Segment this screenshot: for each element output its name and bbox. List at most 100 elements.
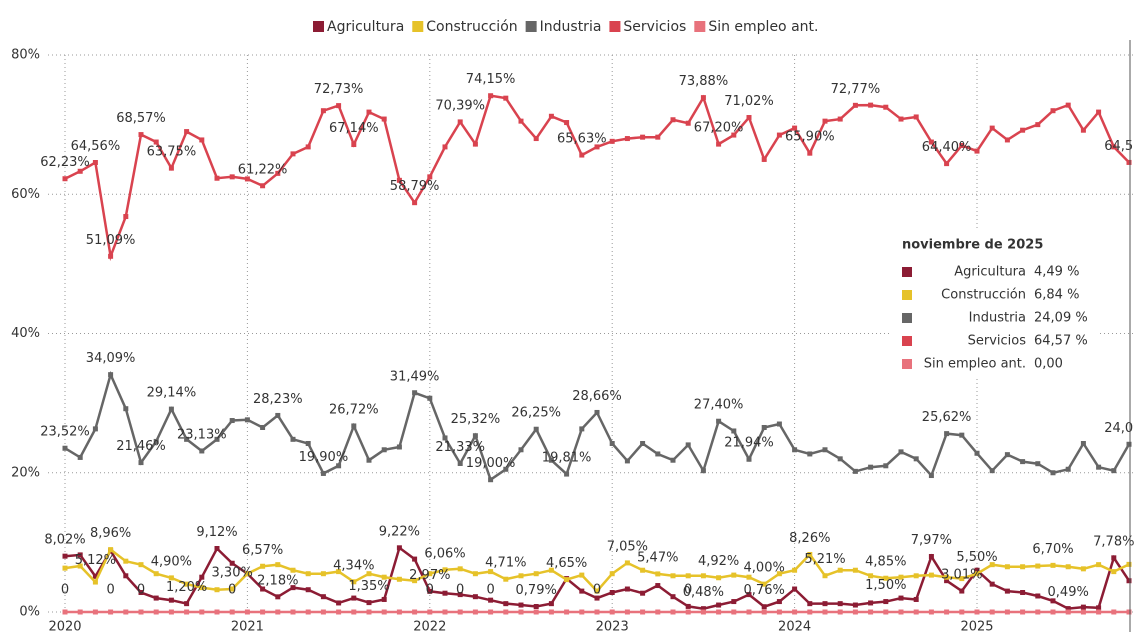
point xyxy=(533,426,539,432)
point xyxy=(92,160,98,166)
point xyxy=(913,456,919,462)
point xyxy=(1035,593,1041,599)
point xyxy=(883,609,889,615)
point xyxy=(366,609,372,615)
point xyxy=(792,609,798,615)
point xyxy=(503,466,509,472)
data-label: 1,20% xyxy=(166,580,207,595)
point xyxy=(123,214,129,220)
point xyxy=(959,143,965,149)
point xyxy=(959,609,965,615)
data-label: 21,33% xyxy=(435,440,485,455)
point xyxy=(396,177,402,183)
point xyxy=(427,395,433,401)
data-label: 72,73% xyxy=(314,82,364,97)
point xyxy=(275,609,281,615)
data-label: 72,77% xyxy=(831,82,881,97)
data-label: 0 xyxy=(593,583,601,598)
point xyxy=(472,609,478,615)
point xyxy=(1004,137,1010,143)
point xyxy=(533,603,539,609)
point xyxy=(989,609,995,615)
point xyxy=(62,445,68,451)
point xyxy=(229,174,235,180)
tooltip-value: 0,00 xyxy=(1034,357,1063,372)
point xyxy=(1080,441,1086,447)
point xyxy=(153,571,159,577)
point xyxy=(168,609,174,615)
point xyxy=(92,426,98,432)
data-label: 58,79% xyxy=(390,179,440,194)
point xyxy=(1096,562,1102,568)
data-label: 2,97% xyxy=(409,568,450,583)
point xyxy=(62,176,68,182)
point xyxy=(1080,609,1086,615)
point xyxy=(123,558,129,564)
point xyxy=(1020,459,1026,465)
point xyxy=(244,176,250,182)
x-tick-label: 2022 xyxy=(413,620,446,632)
point xyxy=(913,114,919,120)
point xyxy=(92,579,98,585)
point xyxy=(320,594,326,600)
point xyxy=(77,454,83,460)
point xyxy=(457,119,463,125)
point xyxy=(594,144,600,150)
point xyxy=(700,468,706,474)
point xyxy=(883,599,889,605)
data-label: 73,88% xyxy=(679,74,729,89)
point xyxy=(837,609,843,615)
point xyxy=(472,141,478,147)
point xyxy=(640,567,646,573)
data-labels: 8,02% 5,12% 1,20% 9,12% 2,18% 1,35% 9,22% 2,97%… xyxy=(40,72,1134,600)
point xyxy=(807,609,813,615)
point xyxy=(336,609,342,615)
data-label: 21,94% xyxy=(724,436,774,451)
point xyxy=(670,594,676,600)
data-label: 31,49% xyxy=(390,369,440,384)
point xyxy=(305,609,311,615)
data-label: 0 xyxy=(426,583,434,598)
point xyxy=(229,609,235,615)
data-label: 8,96% xyxy=(90,526,131,541)
point xyxy=(260,183,266,189)
point xyxy=(564,609,570,615)
point xyxy=(564,120,570,126)
point xyxy=(1004,564,1010,570)
point xyxy=(928,609,934,615)
point xyxy=(62,565,68,571)
point xyxy=(1065,102,1071,108)
point xyxy=(518,609,524,615)
point xyxy=(594,588,600,594)
point xyxy=(518,447,524,453)
tooltip-swatch xyxy=(902,336,912,346)
point xyxy=(913,596,919,602)
point xyxy=(822,118,828,124)
point xyxy=(412,556,418,562)
data-label: 67,14% xyxy=(329,121,379,136)
point xyxy=(108,253,114,259)
point xyxy=(199,585,205,591)
point xyxy=(579,426,585,432)
point xyxy=(260,609,266,615)
point xyxy=(336,103,342,109)
point xyxy=(153,609,159,615)
point xyxy=(974,571,980,577)
point xyxy=(442,590,448,596)
point xyxy=(488,93,494,99)
point xyxy=(609,590,615,596)
point xyxy=(533,571,539,577)
point xyxy=(381,574,387,580)
point xyxy=(685,573,691,579)
point xyxy=(1050,609,1056,615)
point xyxy=(548,567,554,573)
point xyxy=(381,447,387,453)
point xyxy=(1004,452,1010,458)
data-label: 61,22% xyxy=(238,162,288,177)
point xyxy=(351,579,357,585)
point xyxy=(1126,561,1132,567)
point xyxy=(1111,144,1117,150)
tooltip-value: 24,09 % xyxy=(1034,311,1088,326)
point xyxy=(336,600,342,606)
point xyxy=(1050,108,1056,114)
